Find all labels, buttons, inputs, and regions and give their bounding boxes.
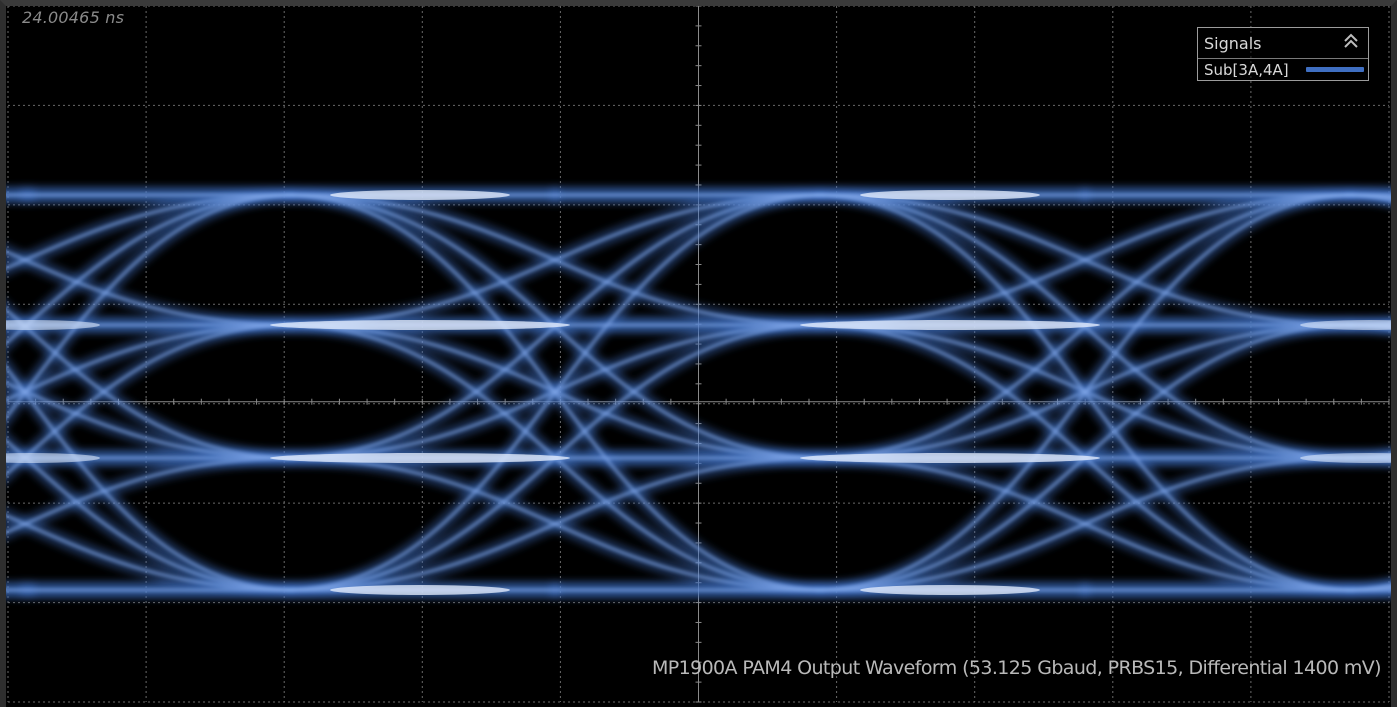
- signals-legend: Signals Sub[3A,4A]: [1197, 27, 1369, 81]
- signal-name: Sub[3A,4A]: [1204, 61, 1289, 79]
- trace-highlight: [0, 453, 100, 463]
- signal-color-swatch: [1306, 67, 1364, 72]
- trace-highlight: [860, 585, 1040, 595]
- trace-highlight: [270, 453, 570, 463]
- trace-highlight: [1300, 320, 1397, 330]
- trace-transition-core: [284, 193, 826, 592]
- trace-transition-core: [284, 456, 826, 592]
- legend-signal-row[interactable]: Sub[3A,4A]: [1198, 59, 1368, 81]
- trace-transition-core: [1344, 193, 1397, 200]
- trace-transition-core: [814, 193, 1356, 327]
- trace-transition-core: [814, 456, 1356, 592]
- trace-transition-core: [284, 193, 826, 327]
- eye-trace-highlights: [0, 190, 1397, 595]
- trace-highlight: [800, 453, 1100, 463]
- trace-transition-core: [814, 193, 1356, 592]
- legend-divider: [1198, 58, 1368, 59]
- trace-highlight: [800, 320, 1100, 330]
- trace-transition: [1344, 315, 1397, 332]
- trace-transition-core: [1344, 320, 1397, 327]
- timestamp-readout: 24.00465 ns: [22, 8, 125, 27]
- waveform-caption: MP1900A PAM4 Output Waveform (53.125 Gba…: [651, 657, 1382, 679]
- legend-title: Signals: [1204, 34, 1262, 53]
- trace-transition-core: [0, 193, 296, 274]
- trace-highlight: [860, 190, 1040, 200]
- trace-transition-core: [0, 193, 296, 429]
- trace-transition: [1344, 188, 1397, 205]
- trace-highlight: [330, 190, 510, 200]
- trace-highlight: [270, 320, 570, 330]
- trace-highlight: [330, 585, 510, 595]
- double-chevron-up-icon[interactable]: [1342, 32, 1360, 50]
- trace-highlight: [0, 320, 100, 330]
- trace-transition-core: [0, 456, 296, 538]
- trace-highlight: [1300, 453, 1397, 463]
